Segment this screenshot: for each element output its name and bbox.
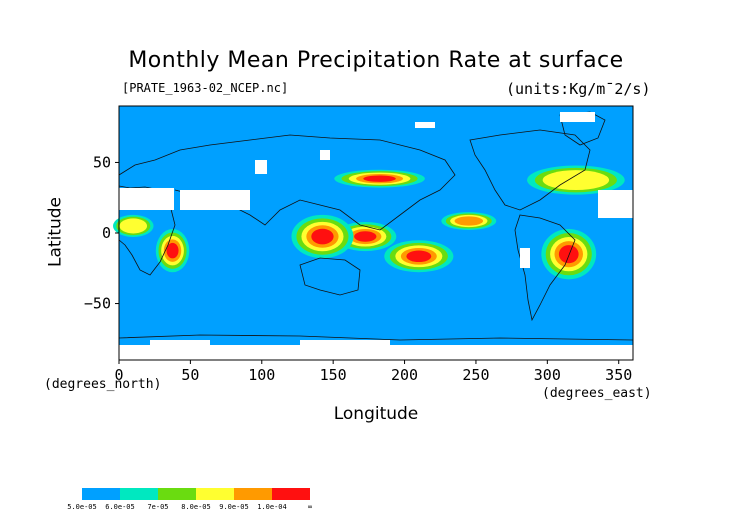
colorbar-swatch — [120, 488, 158, 500]
precip-region-5-level-5 — [166, 242, 179, 259]
x-tick-label: 100 — [248, 366, 275, 384]
colorbar-label: 5.0e-05 — [67, 503, 97, 511]
colorbar-swatch — [196, 488, 234, 500]
source-file-label: [PRATE_1963-02_NCEP.nc] — [122, 81, 289, 95]
x-tick-label: 200 — [391, 366, 418, 384]
y-tick-label: 0 — [102, 224, 111, 242]
colorbar-label: 8.0e-05 — [181, 503, 211, 511]
missing-data-patches — [119, 112, 633, 360]
precip-region-0-level-5 — [354, 231, 377, 242]
y-axis-unit-label: (degrees_north) — [44, 377, 162, 392]
x-tick-label: 150 — [320, 366, 347, 384]
colorbar: 5.0e-05 6.0e-05 7e-05 8.0e-05 9.0e-05 1.0e-04… — [67, 488, 312, 511]
colorbar-swatch — [234, 488, 272, 500]
y-tick-label: −50 — [84, 295, 111, 313]
coastlines — [118, 111, 634, 341]
x-axis-ticks: 0 50 100 150 200 250 300 350 — [114, 360, 632, 384]
x-tick-label: 50 — [181, 366, 199, 384]
precip-region-2-level-5 — [406, 250, 432, 263]
colorbar-label: ∞ — [308, 503, 312, 511]
precip-region-7-level-3 — [542, 170, 610, 190]
precip-region-6-level-4 — [454, 216, 484, 226]
colorbar-swatch — [272, 488, 310, 500]
colorbar-label: 1.0e-04 — [257, 503, 287, 511]
y-tick-label: 50 — [93, 153, 111, 171]
chart-title: Monthly Mean Precipitation Rate at surfa… — [128, 48, 624, 73]
x-tick-label: 0 — [114, 366, 123, 384]
colorbar-label: 7e-05 — [147, 503, 168, 511]
x-axis-unit-label: (degrees_east) — [542, 386, 652, 401]
x-axis-label: Longitude — [333, 404, 419, 424]
x-tick-label: 300 — [534, 366, 561, 384]
colorbar-label: 6.0e-05 — [105, 503, 135, 511]
x-tick-label: 350 — [605, 366, 632, 384]
colorbar-swatch — [158, 488, 196, 500]
colorbar-swatch — [82, 488, 120, 500]
precip-region-4-level-5 — [363, 175, 396, 182]
precip-region-8-level-3 — [119, 218, 148, 234]
precip-region-3-level-5 — [558, 245, 579, 264]
precip-region-1-level-5 — [311, 228, 334, 245]
colorbar-label: 9.0e-05 — [219, 503, 249, 511]
x-tick-label: 250 — [462, 366, 489, 384]
y-axis-ticks: 50 0 −50 — [84, 153, 119, 313]
units-label: (units:Kg/m¯2/s) — [506, 80, 651, 98]
